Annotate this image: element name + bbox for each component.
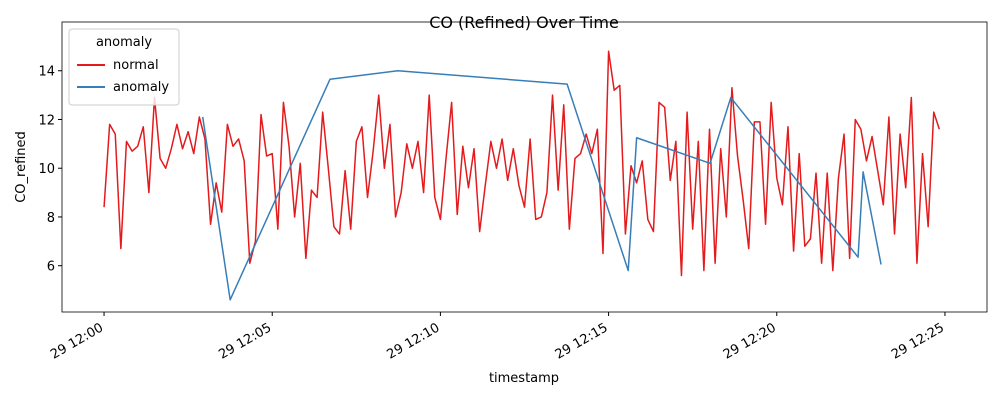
legend-title: anomaly [96, 35, 152, 50]
y-axis-label: CO_refined [14, 131, 29, 203]
y-tick-label: 10 [38, 162, 55, 177]
series-line [103, 50, 941, 277]
x-axis-label: timestamp [489, 371, 559, 386]
series-line [201, 69, 882, 301]
plot-frame [61, 21, 988, 313]
chart-title: CO (Refined) Over Time [429, 13, 619, 32]
y-tick-label: 8 [47, 211, 55, 226]
legend-label: normal [113, 58, 159, 73]
y-tick-label: 12 [38, 113, 55, 128]
y-tick-label: 6 [47, 260, 55, 275]
y-tick-label: 14 [38, 65, 55, 80]
legend-label: anomaly [113, 80, 169, 95]
